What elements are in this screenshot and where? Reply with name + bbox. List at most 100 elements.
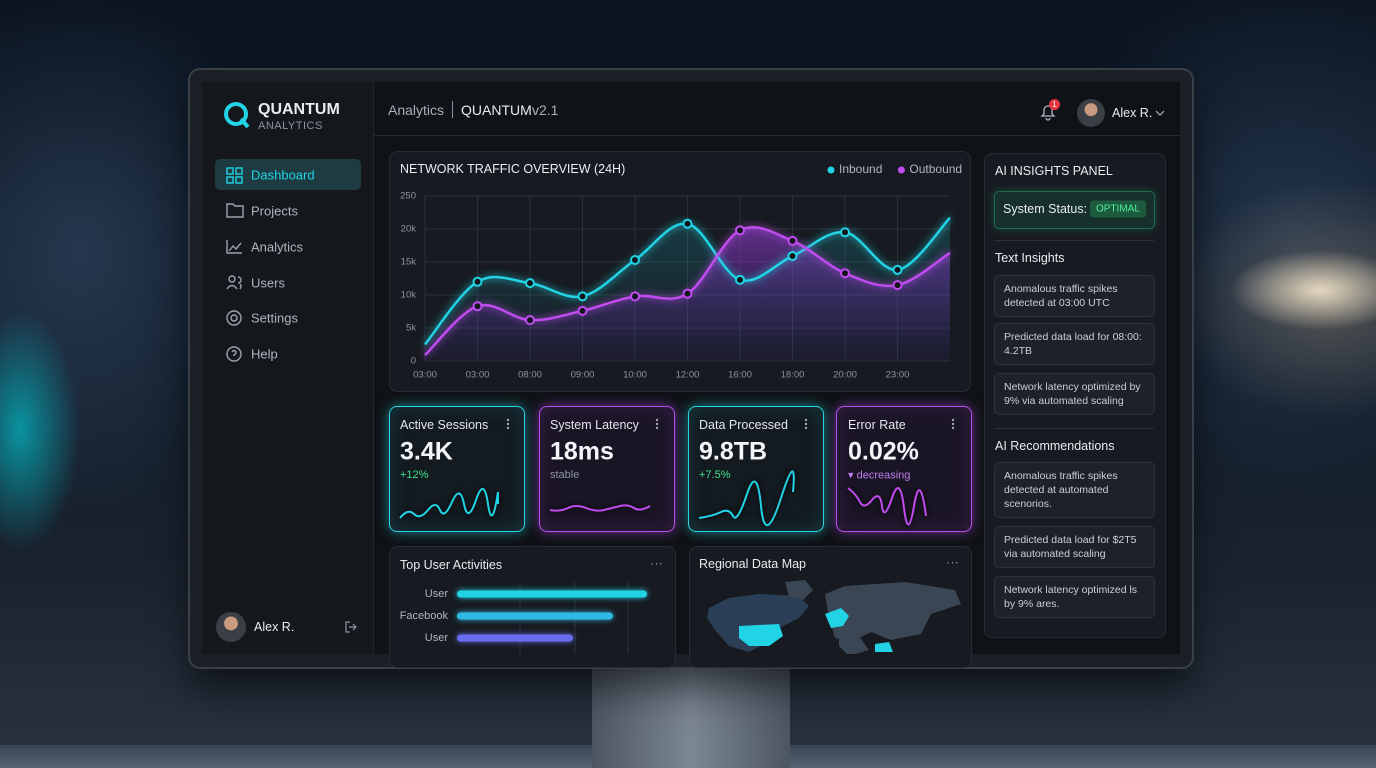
map-title: Regional Data Map — [699, 557, 807, 571]
x-tick-label: 10:00 — [623, 370, 647, 381]
y-tick-label: 10k — [401, 290, 417, 301]
x-tick-label: 12:00 — [676, 370, 700, 381]
kpi-value: 3.4K — [400, 437, 453, 466]
y-tick-label: 5k — [406, 323, 416, 334]
header-separator — [452, 101, 453, 118]
nav-item[interactable]: Dashboard — [251, 167, 315, 183]
header-user[interactable]: Alex R. — [1112, 106, 1153, 120]
point — [682, 288, 693, 299]
kpi-card[interactable] — [688, 406, 824, 532]
section-title: AI Recommendations — [995, 439, 1115, 453]
kpi-value: 0.02% — [848, 437, 919, 466]
legend-dot — [897, 166, 905, 174]
point — [735, 274, 745, 285]
x-tick-label: 16:00 — [728, 370, 752, 381]
nav-item[interactable]: Users — [251, 275, 285, 291]
bar — [457, 612, 613, 620]
sidebar-user: Alex R. — [254, 620, 295, 634]
point — [840, 268, 850, 279]
kpi-change: ▾ decreasing — [848, 469, 911, 482]
logo-title: QUANTUM — [258, 101, 340, 118]
bar — [457, 634, 573, 642]
nav-item[interactable]: Settings — [251, 310, 298, 326]
divider — [994, 240, 1154, 241]
point — [525, 315, 535, 326]
menu-dots[interactable]: ··· — [946, 554, 959, 570]
point — [472, 276, 483, 287]
activities-title: Top User Activities — [400, 558, 503, 572]
point — [577, 305, 588, 316]
nav-item[interactable]: Projects — [251, 203, 298, 219]
insights-title: AI INSIGHTS PANEL — [995, 164, 1113, 178]
point — [577, 291, 588, 302]
bar-label: User — [425, 632, 449, 644]
kpi-value: 9.8TB — [699, 437, 768, 466]
kpi-card[interactable] — [389, 406, 525, 532]
bar-label: Facebook — [400, 610, 449, 622]
point — [840, 227, 850, 238]
chevron[interactable] — [1155, 108, 1165, 118]
divider — [994, 428, 1154, 429]
x-tick-label: 03:00 — [466, 370, 490, 381]
point — [892, 264, 903, 275]
recommendation-card[interactable]: Network latency optimized ls by 9% ares. — [994, 576, 1155, 618]
point — [525, 278, 535, 289]
world-map — [707, 580, 961, 654]
insight-card[interactable]: Predicted data load for 08:00: 4.2TB — [994, 323, 1155, 365]
y-tick-label: 20k — [401, 224, 417, 235]
y-tick-label: 0 — [411, 356, 416, 367]
kpi-title: Data Processed — [699, 418, 788, 432]
logo-subtitle: ANALYTICS — [258, 120, 323, 132]
kpi-title: Error Rate — [848, 418, 906, 432]
y-tick-label: 250 — [400, 191, 416, 202]
point — [787, 235, 798, 246]
legend-label: Inbound — [839, 162, 882, 176]
point — [630, 291, 640, 302]
logout-icon[interactable] — [344, 620, 358, 634]
avatar — [216, 612, 246, 642]
point — [787, 251, 798, 262]
kpi-change: stable — [550, 469, 580, 481]
logo-icon — [224, 102, 250, 129]
status-badge: OPTIMAL — [1090, 200, 1146, 218]
point — [472, 301, 483, 312]
x-tick-label: 20:00 — [833, 370, 857, 381]
insight-card[interactable]: Network latency optimized by 9% via auto… — [994, 373, 1155, 415]
bell-icon[interactable] — [1038, 102, 1058, 122]
notification-badge: 1 — [1049, 99, 1060, 110]
insight-card[interactable]: Anomalous traffic spikes detected at 03:… — [994, 275, 1155, 317]
x-tick-label: 18:00 — [781, 370, 805, 381]
section-title: Text Insights — [995, 251, 1065, 265]
kpi-value: 18ms — [550, 437, 614, 466]
status-label: System Status: — [1003, 202, 1088, 216]
bar — [457, 590, 647, 598]
nav-icons — [226, 167, 244, 362]
nav-item[interactable]: Analytics — [251, 239, 304, 255]
kpi-change: +7.5% — [699, 469, 731, 481]
point — [892, 280, 903, 291]
legend-label: Outbound — [909, 162, 962, 176]
point — [735, 225, 745, 236]
nav-item[interactable]: Help — [251, 346, 278, 362]
recommendation-card[interactable]: Anomalous traffic spikes detected at aut… — [994, 462, 1155, 518]
kpi-title: Active Sessions — [400, 418, 489, 432]
monitor-stand — [592, 667, 790, 768]
x-tick-label: 08:00 — [518, 370, 542, 381]
chart-title: NETWORK TRAFFIC OVERVIEW (24H) — [400, 162, 626, 176]
menu-dots[interactable]: ··· — [650, 555, 663, 571]
kpi-title: System Latency — [550, 418, 639, 432]
x-tick-label: 09:00 — [571, 370, 595, 381]
legend-dot — [827, 166, 835, 174]
recommendation-card[interactable]: Predicted data load for $2T5 via automat… — [994, 526, 1155, 568]
point — [630, 255, 640, 266]
header-avatar[interactable] — [1077, 99, 1105, 127]
header-section: Analytics — [388, 102, 445, 118]
kpi-change: +12% — [400, 469, 429, 481]
header-version: v2.1 — [532, 102, 559, 118]
header-divider — [374, 135, 1180, 136]
bar-label: User — [425, 588, 449, 600]
y-tick-label: 15k — [401, 257, 417, 268]
